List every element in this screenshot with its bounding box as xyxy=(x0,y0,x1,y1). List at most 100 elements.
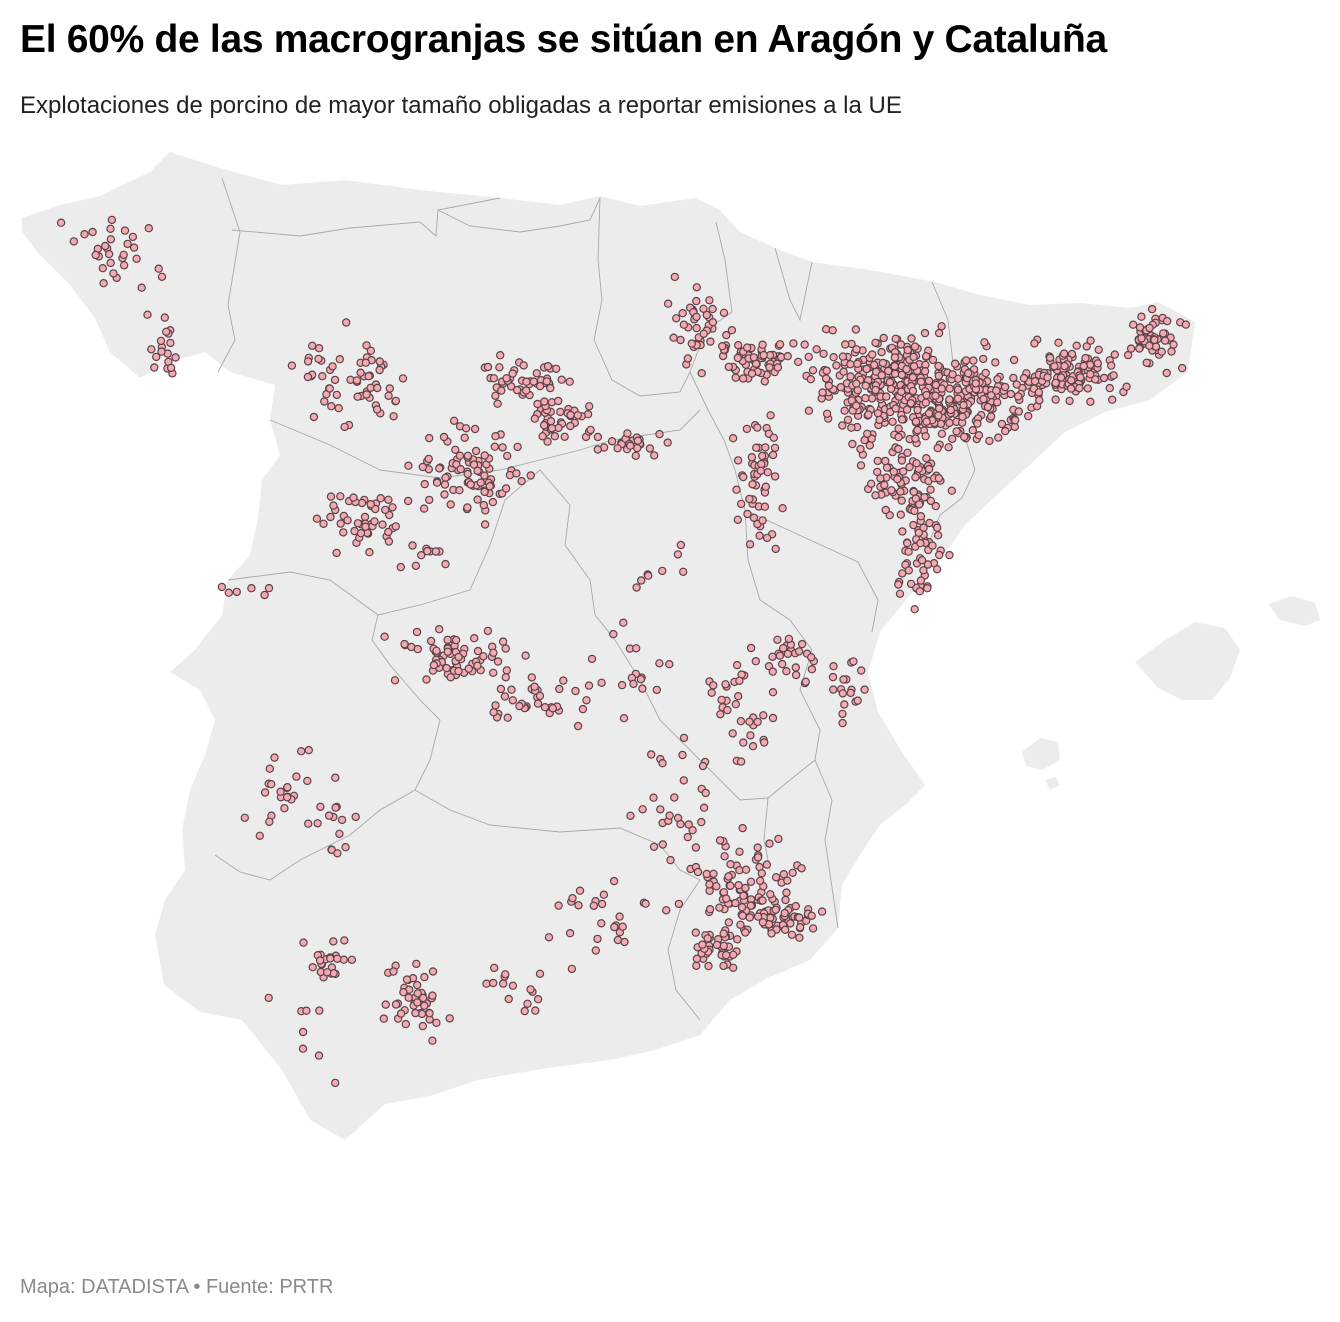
farm-point xyxy=(935,550,944,560)
farm-point xyxy=(920,493,929,502)
farm-point xyxy=(326,512,335,522)
farm-point xyxy=(992,386,1001,395)
farm-point xyxy=(924,464,934,474)
farm-point xyxy=(574,901,583,910)
farm-point xyxy=(539,421,549,430)
farm-point xyxy=(861,381,870,390)
farm-point xyxy=(552,364,561,373)
farm-point xyxy=(411,561,421,571)
farm-point xyxy=(741,883,750,893)
farm-point xyxy=(821,374,831,383)
farm-point xyxy=(795,913,804,922)
farm-point xyxy=(800,340,809,349)
farm-point xyxy=(935,404,944,413)
farm-point xyxy=(761,482,771,491)
farm-point xyxy=(500,692,510,701)
farm-point xyxy=(491,432,500,441)
farm-point xyxy=(829,353,838,362)
farm-point xyxy=(1162,368,1171,378)
farm-point xyxy=(757,459,766,469)
farm-point xyxy=(933,443,942,453)
farm-point xyxy=(463,503,472,512)
farm-point xyxy=(853,696,862,705)
farm-point xyxy=(1023,411,1033,421)
farm-point xyxy=(749,353,759,362)
farm-point xyxy=(632,583,641,592)
farm-point xyxy=(983,402,993,412)
farm-point xyxy=(1181,320,1191,329)
farm-point xyxy=(390,676,400,685)
farm-point xyxy=(944,443,953,452)
farm-point xyxy=(757,869,767,878)
farm-point xyxy=(766,890,775,899)
farm-point xyxy=(784,634,794,644)
farm-point xyxy=(968,426,978,435)
farm-point xyxy=(783,876,792,885)
farm-point xyxy=(1043,373,1052,382)
farm-point xyxy=(535,969,545,979)
farm-point xyxy=(304,819,313,828)
farm-point xyxy=(732,485,741,494)
farm-point xyxy=(150,363,159,372)
farm-point xyxy=(924,376,934,386)
farm-point xyxy=(717,695,726,705)
farm-point xyxy=(879,333,888,343)
farm-point xyxy=(876,474,885,483)
farm-point xyxy=(910,605,919,614)
farm-point xyxy=(473,466,482,475)
farm-point xyxy=(903,448,912,457)
farm-point xyxy=(80,229,89,239)
farm-point xyxy=(283,783,292,792)
farm-point xyxy=(304,745,313,755)
farm-point xyxy=(797,864,806,873)
farm-point xyxy=(413,980,422,990)
farm-point xyxy=(107,215,117,225)
farm-point xyxy=(419,504,429,513)
farm-point xyxy=(469,460,479,469)
farm-point xyxy=(739,472,748,482)
farm-point xyxy=(425,433,434,443)
farm-point xyxy=(435,625,444,634)
farm-point xyxy=(443,647,452,657)
farm-point xyxy=(1162,316,1172,326)
farm-point xyxy=(342,318,351,327)
farm-point xyxy=(411,1008,420,1018)
farm-point xyxy=(331,773,340,782)
farm-point xyxy=(343,516,352,525)
farm-point xyxy=(384,527,393,537)
farm-point xyxy=(715,836,725,845)
farm-point xyxy=(891,334,900,343)
farm-point xyxy=(736,717,746,726)
farm-point xyxy=(315,1006,324,1015)
farm-point xyxy=(480,487,489,497)
farm-point xyxy=(151,352,161,362)
farm-point xyxy=(719,961,728,971)
farm-point xyxy=(591,946,601,955)
farm-point xyxy=(749,513,759,523)
farm-point xyxy=(676,540,686,550)
farm-point xyxy=(568,894,577,903)
farm-point xyxy=(439,432,449,442)
farm-point xyxy=(753,717,762,727)
farm-point xyxy=(917,556,927,565)
farm-point xyxy=(705,880,714,889)
farm-point xyxy=(318,372,327,381)
farm-point xyxy=(758,896,767,905)
farm-point xyxy=(495,363,504,372)
farm-point xyxy=(926,496,936,506)
farm-point xyxy=(504,994,513,1004)
farm-point xyxy=(853,386,863,395)
farm-point xyxy=(909,352,918,362)
farm-point xyxy=(731,700,741,709)
farm-point xyxy=(923,560,933,569)
farm-point xyxy=(672,314,681,323)
farm-point xyxy=(489,374,499,383)
farm-point xyxy=(610,922,619,932)
farm-point xyxy=(629,679,638,689)
farm-point xyxy=(786,919,795,928)
farm-point xyxy=(526,985,535,994)
farm-point xyxy=(1137,334,1146,343)
farm-point xyxy=(971,379,981,388)
farm-point xyxy=(280,804,289,813)
farm-point xyxy=(852,379,861,388)
